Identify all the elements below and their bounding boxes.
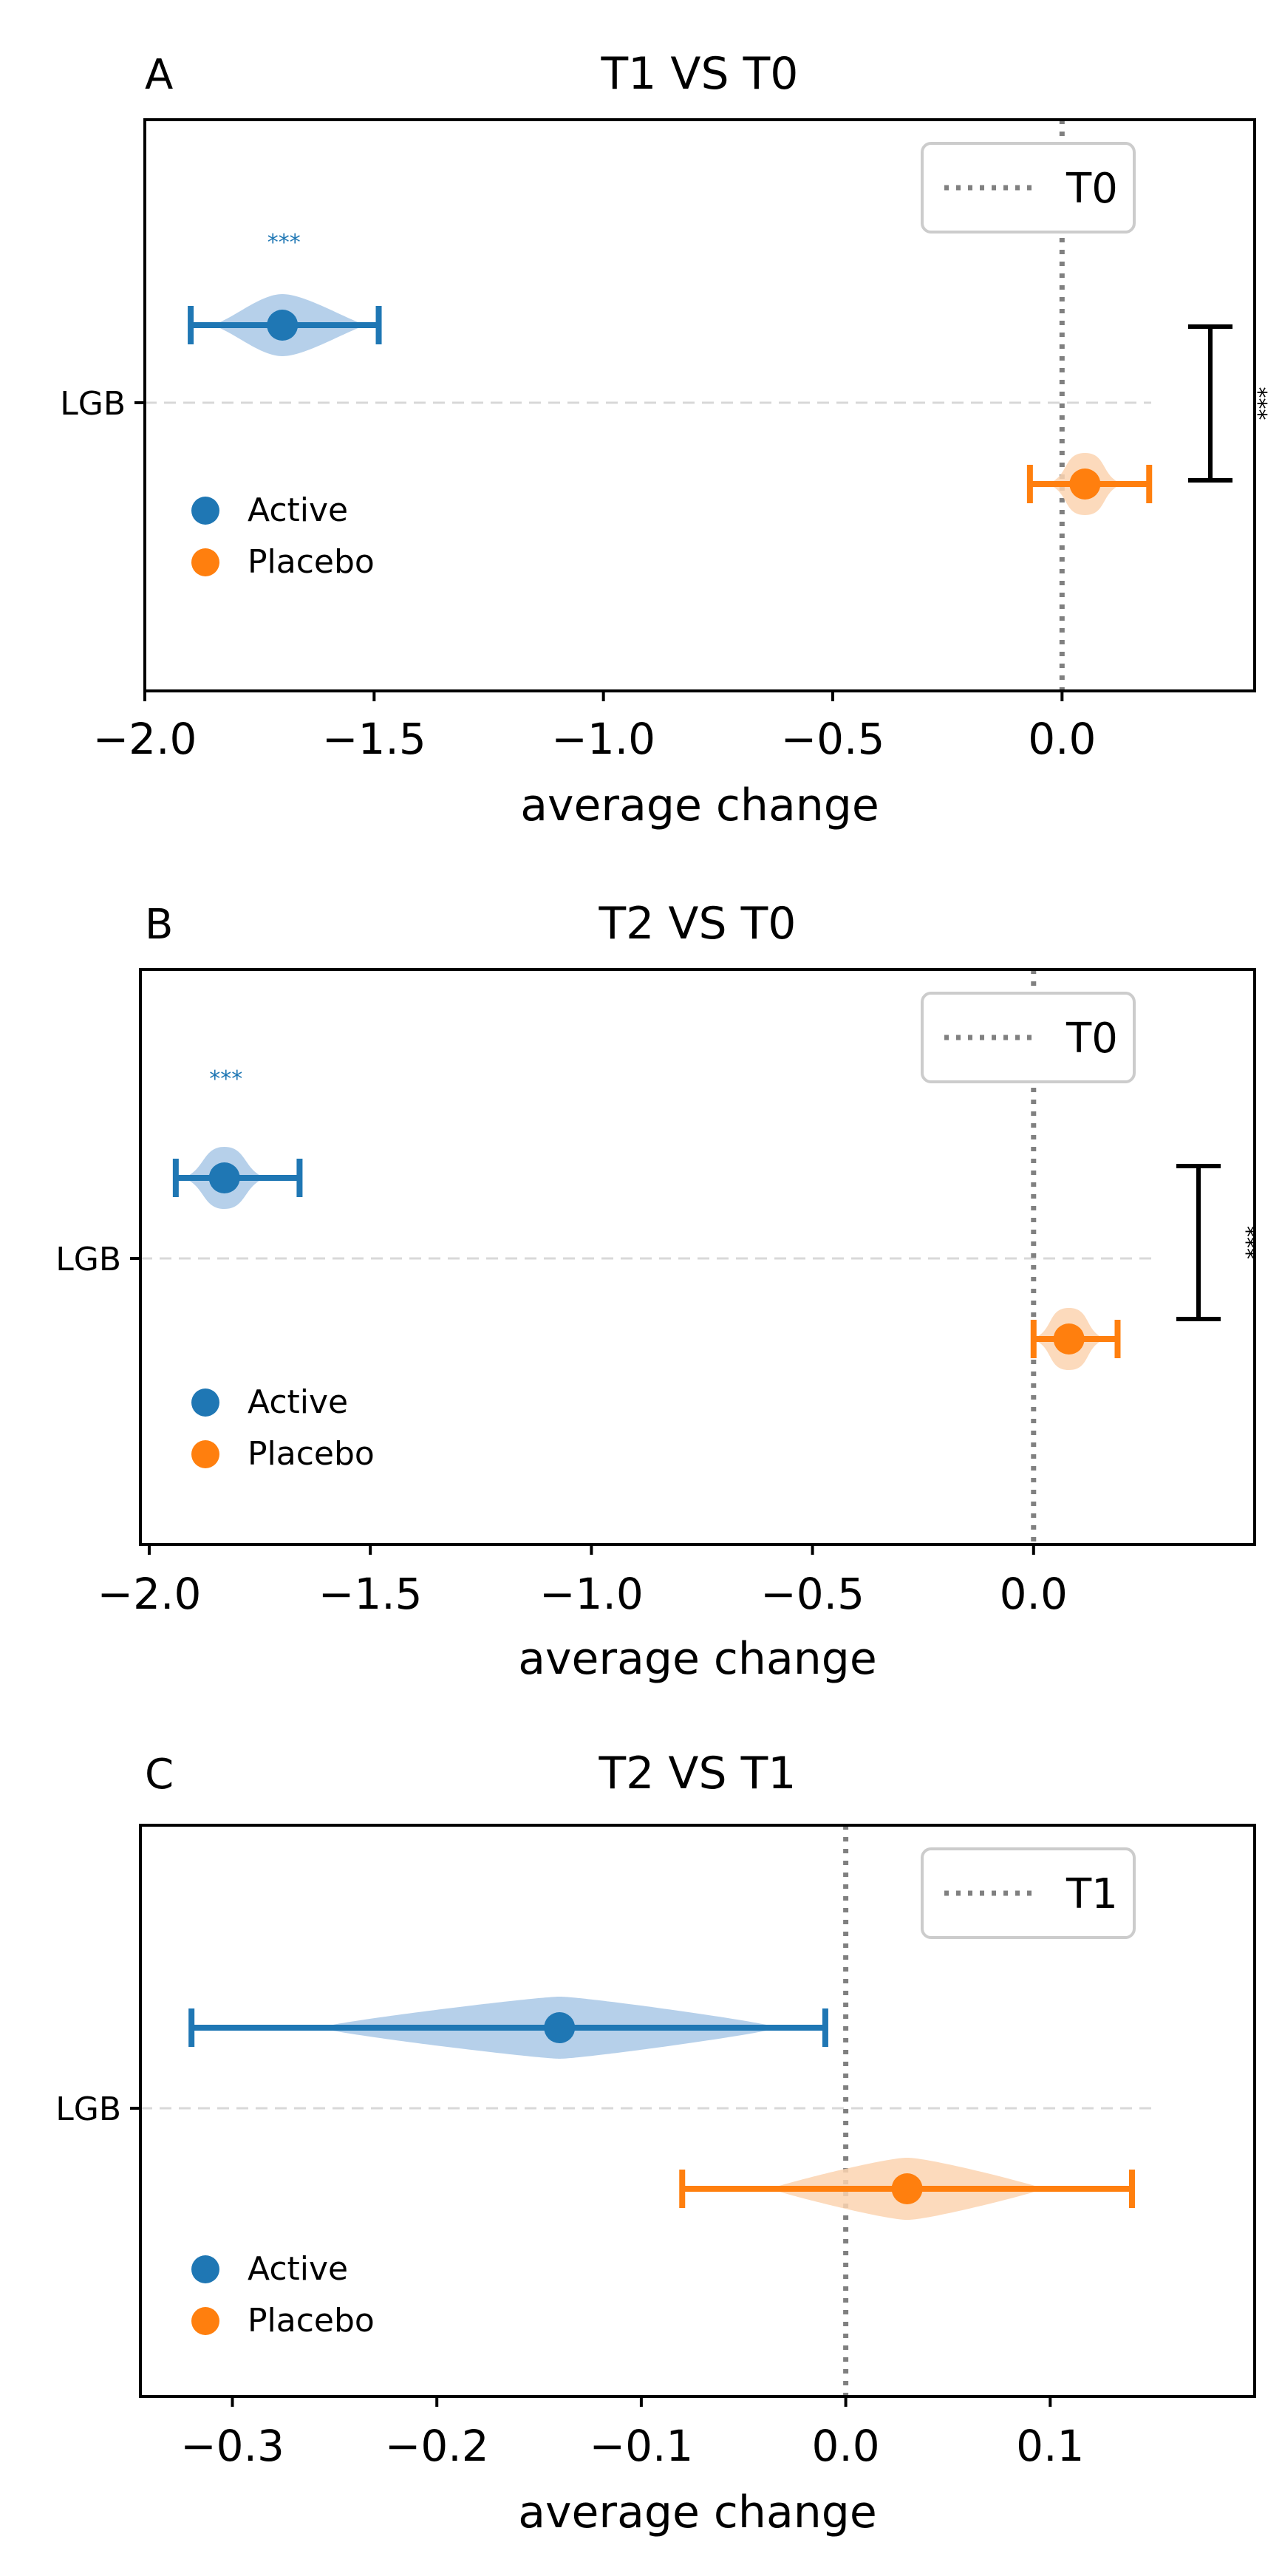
x-tick-label: −1.0 bbox=[539, 1569, 644, 1619]
active-legend-marker bbox=[191, 1388, 219, 1417]
active-legend-label: Active bbox=[248, 1383, 348, 1421]
x-tick-label: −0.2 bbox=[385, 2421, 489, 2471]
panel-label: C bbox=[145, 1751, 174, 1799]
active-significance: *** bbox=[209, 1066, 242, 1092]
placebo-mean-point bbox=[891, 2173, 923, 2204]
y-tick-label: LGB bbox=[60, 385, 126, 423]
panel-label: B bbox=[145, 901, 173, 949]
x-tick-label: 0.0 bbox=[1028, 714, 1096, 764]
chart-title: T2 VS T0 bbox=[599, 898, 797, 950]
chart-title: T1 VS T0 bbox=[601, 48, 799, 100]
placebo-legend-marker bbox=[191, 548, 219, 576]
x-tick-label: −1.0 bbox=[551, 714, 655, 764]
x-tick-label: −0.3 bbox=[180, 2421, 284, 2471]
x-tick-label: −2.0 bbox=[93, 714, 197, 764]
x-axis-label: average change bbox=[518, 2487, 877, 2538]
plot-frame bbox=[143, 118, 1256, 692]
x-tick-label: −0.5 bbox=[760, 1569, 865, 1619]
plot-frame bbox=[139, 1824, 1256, 2398]
x-tick-label: −1.5 bbox=[322, 714, 426, 764]
placebo-mean-point bbox=[1069, 468, 1101, 500]
y-tick-label: LGB bbox=[55, 1241, 121, 1278]
placebo-legend-label: Placebo bbox=[248, 1435, 375, 1473]
active-mean-point bbox=[544, 2012, 576, 2043]
active-legend-marker bbox=[191, 497, 219, 525]
reference-legend-label: T0 bbox=[1066, 1015, 1118, 1063]
active-legend-marker bbox=[191, 2255, 219, 2283]
comparison-significance: *** bbox=[1245, 387, 1271, 420]
active-mean-point bbox=[267, 310, 299, 341]
placebo-legend-marker bbox=[191, 1440, 219, 1468]
chart-title: T2 VS T1 bbox=[599, 1748, 797, 1799]
y-tick-label: LGB bbox=[55, 2091, 121, 2128]
x-tick-label: −2.0 bbox=[98, 1569, 202, 1619]
active-significance: *** bbox=[267, 230, 301, 256]
active-legend-label: Active bbox=[248, 2250, 348, 2288]
x-tick-label: −1.5 bbox=[318, 1569, 423, 1619]
panel-label: A bbox=[145, 51, 173, 99]
panel-b: B T2 VS T0******LGB−2.0 −1.5 −1.0 −0.5 0.0ave… bbox=[55, 898, 1259, 1685]
active-legend-label: Active bbox=[248, 491, 348, 529]
x-axis-label: average change bbox=[518, 1633, 877, 1685]
x-tick-label: 0.0 bbox=[811, 2421, 879, 2471]
reference-legend-label: T1 bbox=[1066, 1870, 1118, 1918]
x-tick-label: 0.1 bbox=[1016, 2421, 1084, 2471]
placebo-legend-label: Placebo bbox=[248, 2302, 375, 2340]
panel-c: C T2 VS T1 LGB −0.3 −0.2 −0.1 0.0 0.1 average ch… bbox=[55, 1748, 1256, 2538]
reference-legend-label: T0 bbox=[1066, 165, 1118, 213]
x-tick-label: 0.0 bbox=[1000, 1569, 1068, 1619]
panel-a: A T1 VS T0 *** *** LGB −2.0 −1.5 −1.0 −0.5 0.0 ave… bbox=[60, 48, 1271, 831]
x-tick-label: −0.1 bbox=[589, 2421, 693, 2471]
x-axis-label: average change bbox=[520, 780, 879, 831]
active-mean-point bbox=[208, 1162, 240, 1193]
placebo-mean-point bbox=[1053, 1323, 1085, 1355]
x-tick-label: −0.5 bbox=[781, 714, 885, 764]
placebo-legend-label: Placebo bbox=[248, 543, 375, 581]
placebo-legend-marker bbox=[191, 2307, 219, 2335]
